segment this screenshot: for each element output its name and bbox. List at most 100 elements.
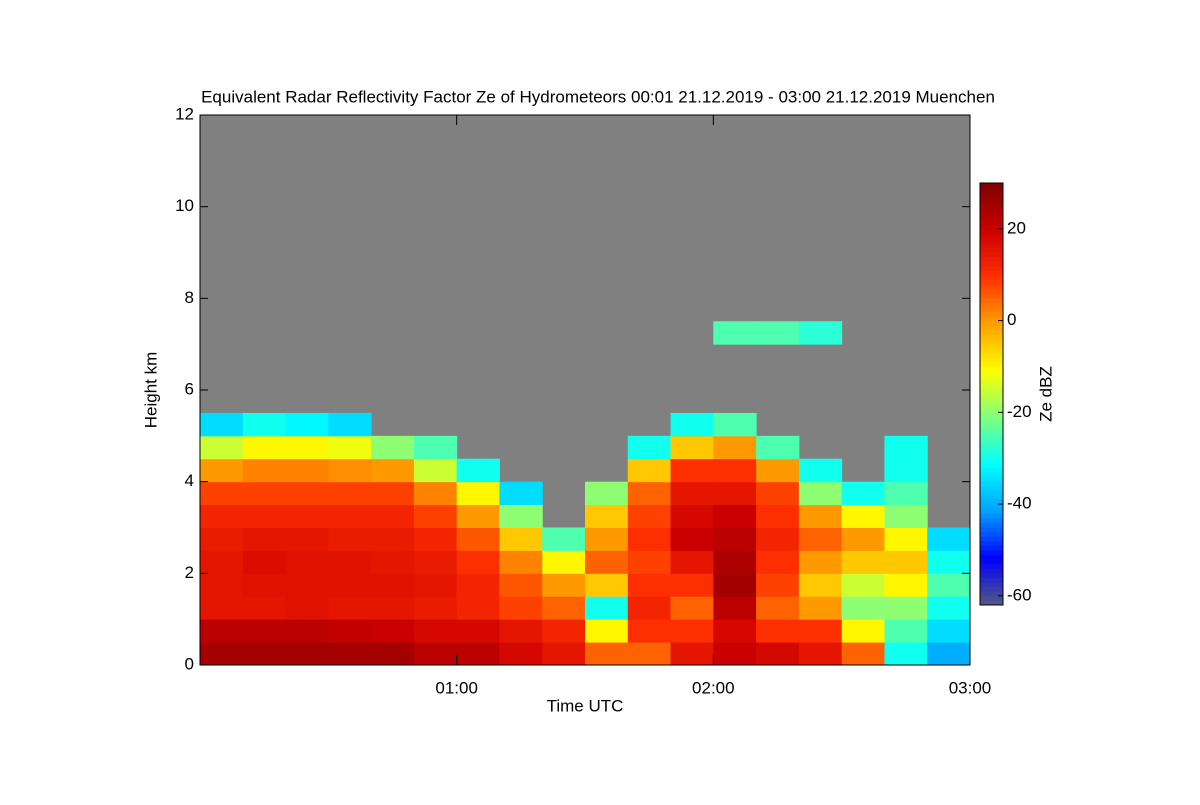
heatmap-cell: [371, 642, 415, 666]
heatmap-cell: [884, 504, 928, 528]
heatmap-cell: [200, 504, 244, 528]
heatmap-cell: [200, 481, 244, 506]
colorbar-segment: [980, 196, 1003, 202]
heatmap-cell: [756, 642, 800, 666]
colorbar-segment: [980, 192, 1003, 198]
heatmap-cell: [413, 481, 458, 506]
heatmap-cell: [627, 527, 672, 551]
heatmap-cell: [756, 458, 800, 483]
heatmap-cell: [413, 619, 458, 643]
heatmap-cell: [413, 504, 458, 528]
colorbar-segment: [980, 260, 1003, 267]
colorbar-segment: [980, 251, 1003, 257]
colorbar-segment: [980, 568, 1003, 574]
heatmap-cell: [798, 550, 843, 574]
heatmap-cell: [585, 642, 629, 666]
heatmap-cell: [756, 573, 800, 597]
heatmap-cell: [328, 435, 372, 460]
y-axis-label: Height km: [141, 352, 160, 429]
heatmap-cell: [841, 481, 885, 506]
heatmap-cell: [371, 573, 415, 597]
heatmap-cell: [798, 619, 843, 643]
colorbar-segment: [980, 494, 1003, 500]
colorbar-segment: [980, 343, 1003, 349]
colorbar-segment: [980, 201, 1003, 207]
colorbar-segment: [980, 357, 1003, 363]
heatmap-cell: [713, 504, 757, 528]
heatmap-cell: [756, 619, 800, 643]
heatmap-cell: [413, 596, 458, 620]
heatmap-cell: [884, 642, 928, 666]
heatmap-cell: [285, 435, 329, 460]
colorbar-segment: [980, 283, 1003, 289]
colorbar-segment: [980, 563, 1003, 569]
colorbar-segment: [980, 577, 1003, 583]
heatmap-cell: [884, 619, 928, 643]
colorbar-segment: [980, 545, 1003, 551]
heatmap-cell: [200, 619, 244, 643]
colorbar-segment: [980, 288, 1003, 294]
heatmap-cell: [328, 458, 372, 483]
heatmap-cell: [713, 642, 757, 666]
heatmap-cell: [927, 619, 971, 643]
colorbar-segment: [980, 582, 1003, 588]
colorbar-segment: [980, 471, 1003, 478]
heatmap-cell: [242, 435, 287, 460]
colorbar-segment: [980, 513, 1003, 519]
colorbar-segment: [980, 270, 1003, 276]
heatmap-cell: [371, 458, 415, 483]
heatmap-cell: [927, 573, 971, 597]
heatmap-cell: [285, 596, 329, 620]
heatmap-cell: [285, 458, 329, 483]
heatmap-cell: [585, 550, 629, 574]
colorbar-segment: [980, 265, 1003, 271]
heatmap-cell: [884, 527, 928, 551]
heatmap-cell: [413, 642, 458, 666]
heatmap-cell: [328, 527, 372, 551]
heatmap-cell: [413, 458, 458, 483]
colorbar-segment: [980, 228, 1003, 234]
colorbar-segment: [980, 549, 1003, 556]
x-axis-label: Time UTC: [547, 696, 624, 715]
colorbar-tick-label: 0: [1007, 310, 1016, 329]
heatmap-cell: [841, 527, 885, 551]
heatmap-cell: [713, 321, 757, 345]
x-tick-label: 03:00: [949, 678, 992, 697]
y-tick-label: 0: [185, 654, 194, 673]
colorbar-segment: [980, 398, 1003, 404]
x-tick-label: 02:00: [692, 678, 735, 697]
heatmap-cell: [627, 458, 672, 483]
heatmap-cell: [456, 458, 500, 483]
heatmap-cell: [242, 573, 287, 597]
heatmap-cell: [413, 435, 458, 460]
heatmap-cell: [627, 619, 672, 643]
heatmap-cell: [713, 550, 757, 574]
heatmap-cell: [456, 481, 500, 506]
heatmap-cell: [328, 550, 372, 574]
heatmap-cell: [200, 596, 244, 620]
heatmap-cell: [371, 435, 415, 460]
colorbar-segment: [980, 183, 1003, 189]
heatmap-cell: [242, 596, 287, 620]
colorbar-segment: [980, 306, 1003, 312]
heatmap-cell: [456, 527, 500, 551]
heatmap-cell: [884, 481, 928, 506]
heatmap-cell: [200, 435, 244, 460]
colorbar-segment: [980, 430, 1003, 436]
heatmap-cell: [627, 573, 672, 597]
colorbar-tick-label: 20: [1007, 218, 1026, 237]
colorbar-segment: [980, 485, 1003, 491]
heatmap-cell: [285, 573, 329, 597]
colorbar-segment: [980, 508, 1003, 514]
heatmap-cell: [328, 481, 372, 506]
heatmap-cell: [542, 596, 586, 620]
colorbar-segment: [980, 242, 1003, 248]
colorbar-segment: [980, 554, 1003, 560]
heatmap-cell: [670, 573, 714, 597]
colorbar-segment: [980, 595, 1003, 601]
heatmap-cell: [627, 550, 672, 574]
heatmap-cell: [285, 412, 329, 437]
colorbar-segment: [980, 233, 1003, 239]
heatmap-cell: [756, 527, 800, 551]
colorbar-segment: [980, 467, 1003, 473]
